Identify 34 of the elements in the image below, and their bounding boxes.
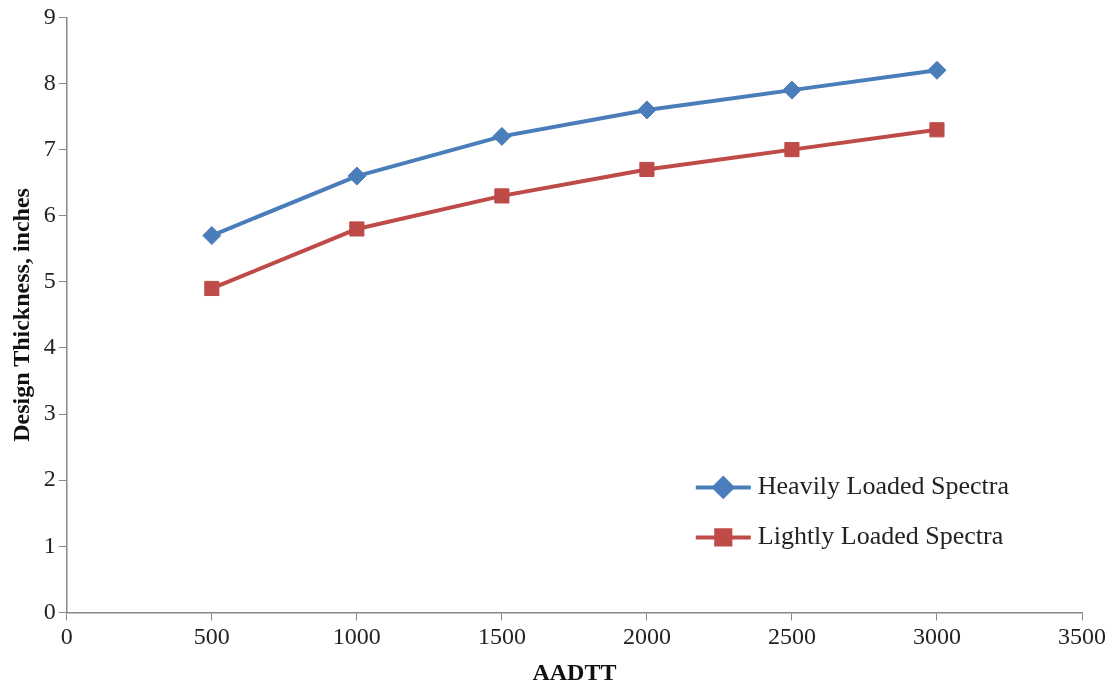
point <box>639 161 655 178</box>
y-tick-label: 1 <box>43 531 56 558</box>
legend-label: Lightly Loaded Spectra <box>757 521 1004 551</box>
y-tick-label: 6 <box>43 201 56 228</box>
legend-label: Heavily Loaded Spectra <box>757 471 1010 501</box>
point <box>202 226 222 246</box>
y-axis-title: Design Thickness, inches <box>7 188 34 442</box>
x-tick-label: 2500 <box>767 623 816 650</box>
y-tick-label: 9 <box>43 2 56 29</box>
x-tick-label: 0 <box>60 623 73 650</box>
point <box>927 60 947 80</box>
y-tick-label: 7 <box>43 134 56 161</box>
x-tick-label: 1000 <box>332 623 381 650</box>
y-tick-label: 5 <box>43 267 56 294</box>
x-tick-label: 500 <box>193 623 230 650</box>
point <box>492 126 512 146</box>
point <box>494 188 510 204</box>
point <box>349 221 365 237</box>
point <box>784 142 800 158</box>
x-axis-title: AADTT <box>532 658 617 685</box>
point <box>347 166 367 186</box>
point <box>782 80 802 100</box>
x-tick-label: 3500 <box>1058 623 1106 650</box>
y-tick-label: 3 <box>43 399 56 426</box>
y-tick-label: 0 <box>43 597 56 624</box>
point <box>637 100 657 120</box>
y-tick-label: 4 <box>43 333 56 360</box>
point <box>204 280 220 297</box>
y-tick-label: 8 <box>43 68 56 95</box>
x-tick-label: 2000 <box>622 623 671 650</box>
y-tick-label: 2 <box>43 465 56 492</box>
x-tick-label: 1500 <box>477 623 526 650</box>
x-tick-label: 3000 <box>912 623 961 650</box>
point <box>929 122 945 138</box>
